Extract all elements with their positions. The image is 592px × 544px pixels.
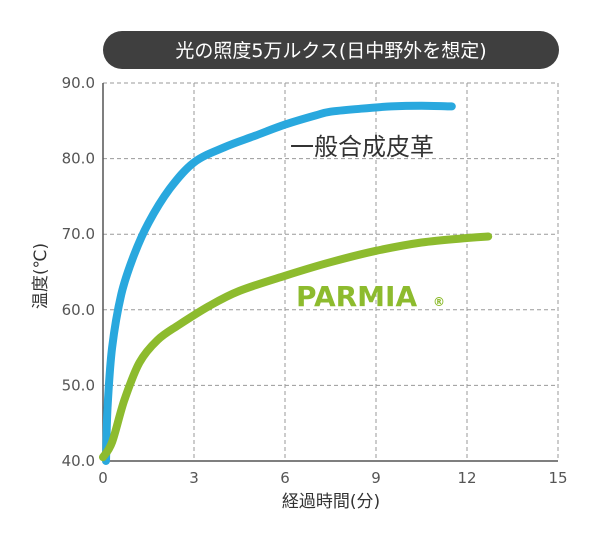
registered-mark: ® bbox=[433, 295, 445, 309]
y-tick-label: 40.0 bbox=[62, 452, 95, 470]
x-tick-label: 15 bbox=[548, 469, 567, 487]
axes bbox=[102, 83, 558, 462]
x-tick-label: 12 bbox=[457, 469, 476, 487]
x-tick-label: 9 bbox=[371, 469, 381, 487]
y-tick-label: 90.0 bbox=[62, 74, 95, 92]
series-label-parmia: PARMIA bbox=[296, 280, 417, 313]
grid bbox=[103, 82, 559, 461]
x-axis-ticks: 0 3 6 9 12 15 bbox=[98, 469, 567, 487]
chart-title: 光の照度5万ルクス(日中野外を想定) bbox=[175, 40, 486, 62]
series-lines bbox=[99, 101, 493, 465]
y-tick-label: 70.0 bbox=[62, 225, 95, 243]
y-axis-title: 温度(℃) bbox=[31, 243, 51, 309]
x-tick-label: 6 bbox=[280, 469, 290, 487]
x-tick-label: 0 bbox=[98, 469, 108, 487]
series-label-synthetic-leather: 一般合成皮革 bbox=[290, 133, 434, 161]
title-banner bbox=[103, 31, 559, 69]
y-axis-ticks: 40.0 50.0 60.0 70.0 80.0 90.0 bbox=[62, 74, 95, 470]
series-line-parmia bbox=[99, 232, 493, 462]
x-axis-title: 経過時間(分) bbox=[282, 492, 380, 512]
x-tick-label: 3 bbox=[189, 469, 199, 487]
series-line-synthetic-leather bbox=[102, 101, 456, 465]
y-tick-label: 60.0 bbox=[62, 301, 95, 319]
y-tick-label: 50.0 bbox=[62, 376, 95, 394]
y-tick-label: 80.0 bbox=[62, 150, 95, 168]
